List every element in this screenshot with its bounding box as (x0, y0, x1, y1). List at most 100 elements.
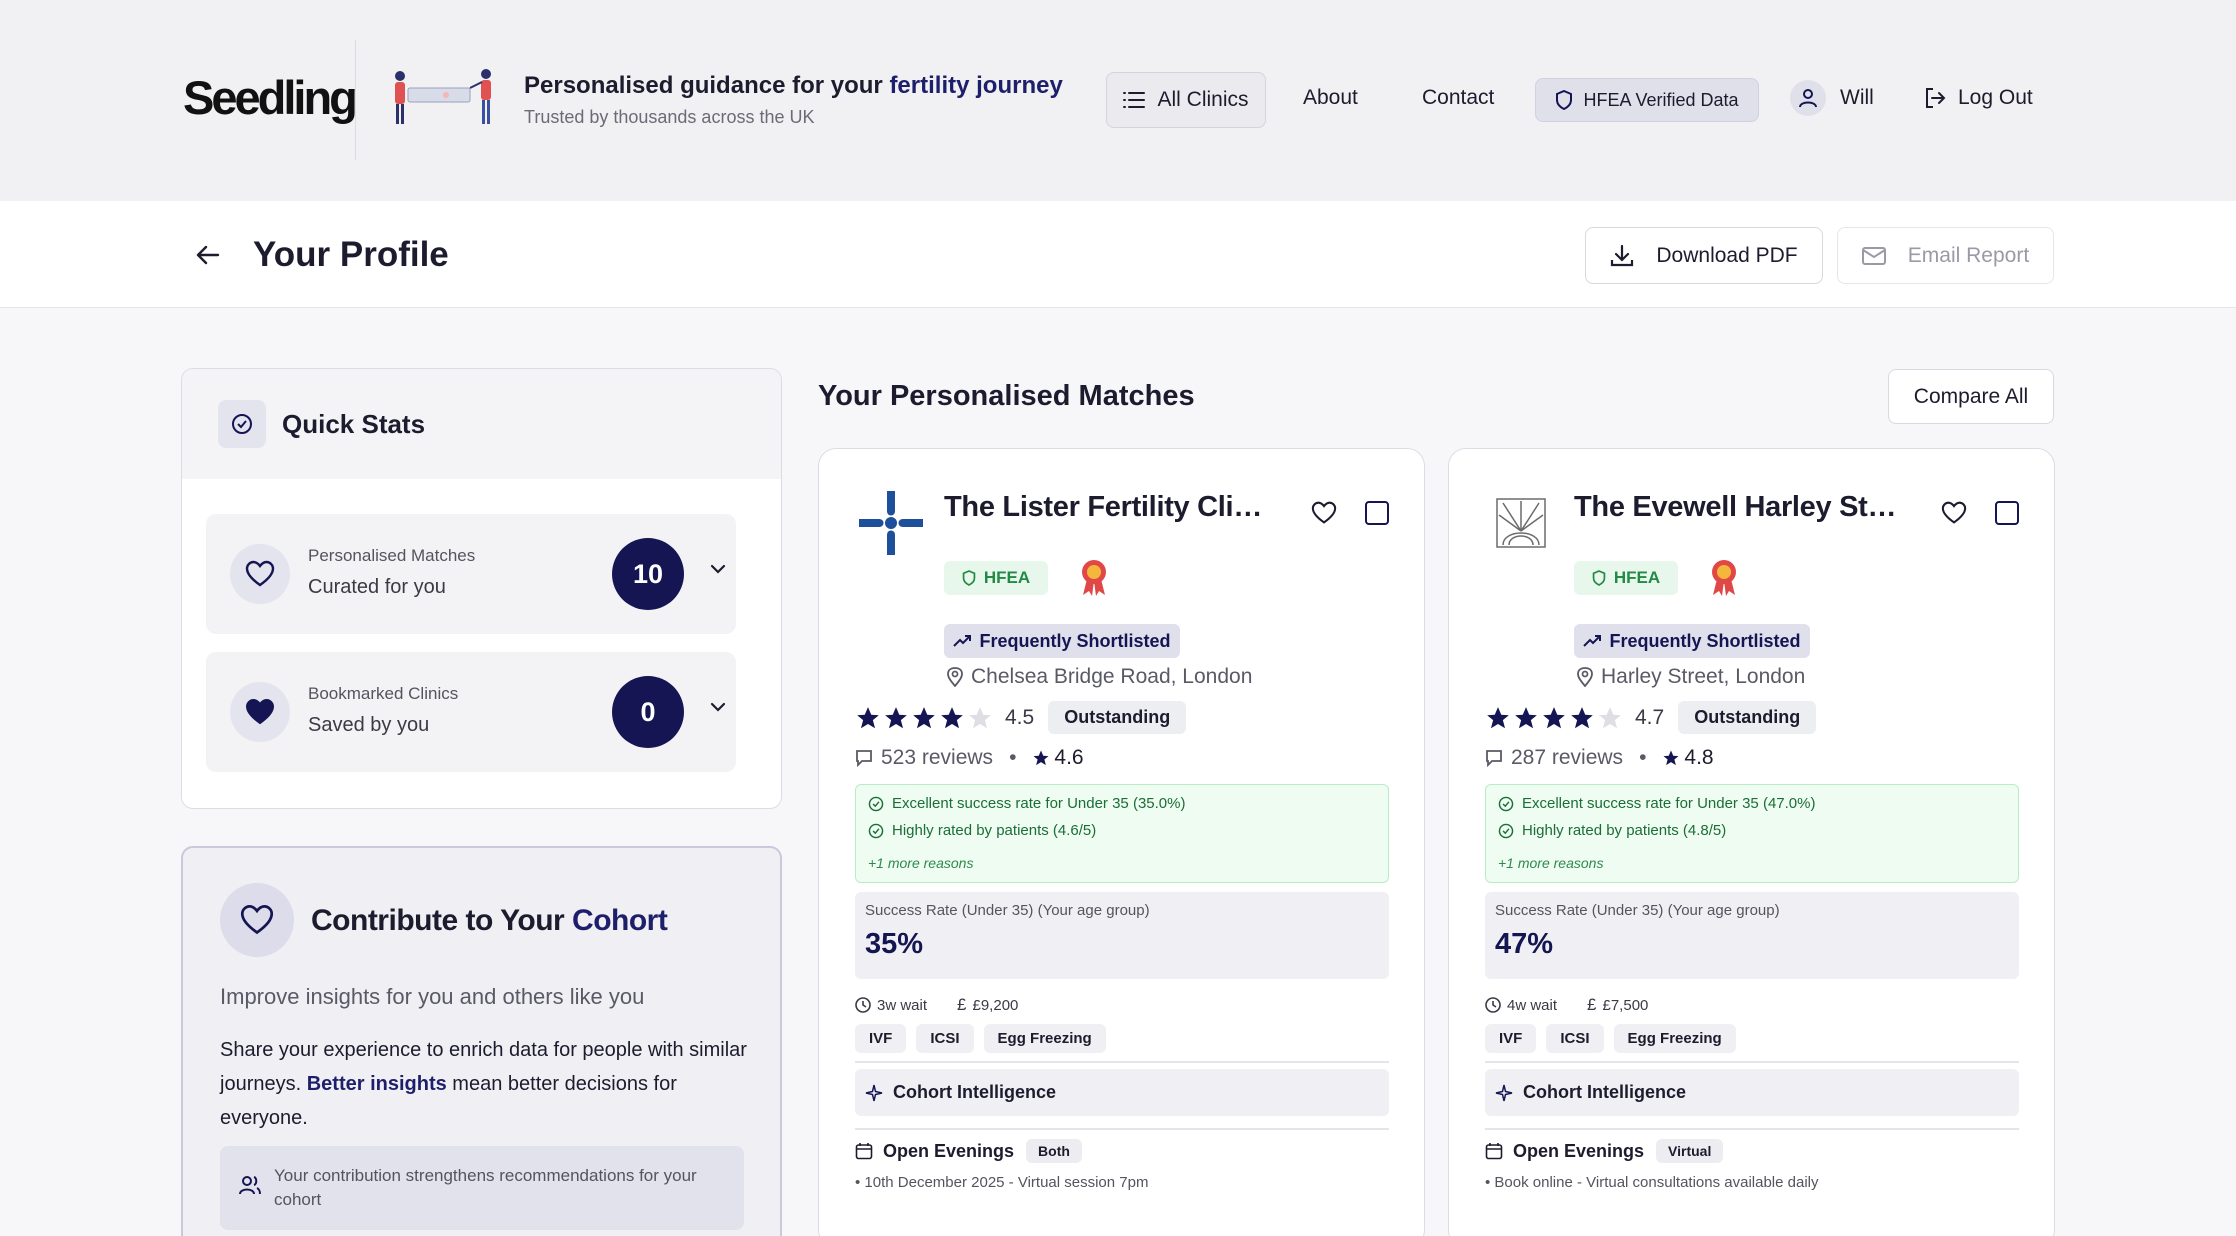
download-pdf-button[interactable]: Download PDF (1585, 227, 1823, 284)
shortlisted-label: Frequently Shortlisted (1609, 630, 1801, 651)
star-filled-icon (857, 706, 879, 728)
about-link[interactable]: About (1303, 86, 1358, 109)
stat-row-matches[interactable]: Personalised Matches Curated for you 10 (206, 514, 736, 634)
success-rate-box: Success Rate (Under 35) (Your age group)… (855, 892, 1389, 979)
chevron-down-icon[interactable] (710, 702, 726, 712)
divider (1485, 1128, 2019, 1130)
clinic-card[interactable]: The Evewell Harley Street HFEA Frequentl… (1448, 448, 2055, 1236)
location-text: Chelsea Bridge Road, London (971, 665, 1253, 688)
users-icon (238, 1174, 262, 1196)
star-rating (855, 705, 993, 731)
open-evenings: Open Evenings Virtual (1485, 1139, 1724, 1163)
divider (855, 1061, 1389, 1063)
seedling-logo[interactable]: Seedling (183, 71, 358, 124)
hfea-badge: HFEA (944, 561, 1048, 595)
compare-checkbox[interactable] (1365, 501, 1389, 525)
cohort-subtitle: Improve insights for you and others like… (220, 984, 645, 1009)
treatment-tags: IVF ICSI Egg Freezing (1485, 1024, 1736, 1053)
cohort-body-text: mean better decisions for everyone. (220, 1073, 677, 1129)
email-report-button[interactable]: Email Report (1837, 227, 2054, 284)
treatment-tags: IVF ICSI Egg Freezing (855, 1024, 1106, 1053)
heart-outline-icon[interactable] (1311, 501, 1337, 525)
shield-icon (962, 570, 976, 586)
rating-label-badge: Outstanding (1678, 701, 1817, 734)
cohort-intelligence-toggle[interactable]: Cohort Intelligence (1485, 1069, 2019, 1116)
calendar-icon (855, 1142, 873, 1160)
tagline-accent: fertility journey (889, 72, 1063, 99)
stat-row-bookmarks[interactable]: Bookmarked Clinics Saved by you 0 (206, 652, 736, 772)
sparkle-icon (1495, 1084, 1513, 1102)
cohort-intelligence-toggle[interactable]: Cohort Intelligence (855, 1069, 1389, 1116)
treatment-tag: ICSI (1546, 1024, 1604, 1053)
review-count[interactable]: 523 reviews (881, 746, 994, 769)
rating-label-badge: Outstanding (1048, 701, 1187, 734)
frequently-shortlisted-badge: Frequently Shortlisted (1574, 624, 1810, 658)
stat-subtitle: Curated for you (308, 576, 446, 598)
clock-icon (1485, 997, 1501, 1013)
reason-text: Excellent success rate for Under 35 (47.… (1522, 795, 1816, 812)
cohort-title: Contribute to Your Cohort (311, 904, 668, 938)
review-score-value: 4.8 (1684, 746, 1714, 769)
trending-up-icon (1583, 635, 1602, 647)
quick-stats-card: Quick Stats Personalised Matches Curated… (181, 368, 782, 809)
heart-outline-icon (220, 883, 294, 957)
all-clinics-button[interactable]: All Clinics (1106, 72, 1266, 128)
tagline-prefix: Personalised guidance for your (524, 72, 890, 99)
clinic-name[interactable]: The Evewell Harley Street (1574, 491, 1904, 523)
treatment-tag: Egg Freezing (1613, 1024, 1736, 1053)
award-ribbon-icon (1077, 557, 1111, 597)
shortlisted-label: Frequently Shortlisted (979, 630, 1171, 651)
star-filled-icon (1571, 706, 1593, 728)
map-pin-icon (1577, 667, 1593, 687)
check-circle-icon (868, 823, 884, 839)
more-reasons-link[interactable]: +1 more reasons (868, 855, 974, 871)
star-filled-icon (885, 706, 907, 728)
rating-value: 4.7 (1635, 705, 1665, 729)
reason-text: Highly rated by patients (4.8/5) (1522, 822, 1727, 839)
check-circle-icon (218, 400, 266, 448)
review-score: 4.8 (1662, 746, 1714, 770)
clock-icon (855, 997, 871, 1013)
check-circle-icon (1498, 823, 1514, 839)
pound-icon: £ (1587, 995, 1597, 1014)
logout-button[interactable]: Log Out (1924, 86, 2033, 110)
review-count[interactable]: 287 reviews (1511, 746, 1624, 769)
couple-illustration-icon (386, 66, 506, 128)
heart-outline-icon (230, 544, 290, 604)
user-menu[interactable]: Will (1790, 80, 1874, 116)
more-reasons-link[interactable]: +1 more reasons (1498, 855, 1604, 871)
match-reasons: Excellent success rate for Under 35 (47.… (1485, 784, 2019, 883)
award-ribbon-icon (1707, 557, 1741, 597)
success-rate-value: 35% (865, 928, 924, 960)
reason-item: Excellent success rate for Under 35 (47.… (1498, 795, 1815, 812)
heart-outline-icon[interactable] (1941, 501, 1967, 525)
compare-checkbox[interactable] (1995, 501, 2019, 525)
hfea-label: HFEA (983, 568, 1031, 587)
contribute-cohort-card: Contribute to Your Cohort Improve insigh… (181, 846, 782, 1236)
star-empty-icon (1599, 706, 1621, 728)
rating-row: 4.5 Outstanding (855, 701, 1187, 734)
user-name: Will (1840, 86, 1874, 109)
hfea-verified-badge[interactable]: HFEA Verified Data (1535, 78, 1759, 122)
star-filled-icon (1487, 706, 1509, 728)
chevron-down-icon[interactable] (710, 564, 726, 574)
open-evening-type-tag: Virtual (1656, 1139, 1724, 1163)
success-rate-label: Success Rate (Under 35) (Your age group) (1495, 902, 1780, 919)
star-icon (1662, 749, 1680, 767)
compare-all-button[interactable]: Compare All (1888, 369, 2054, 424)
frequently-shortlisted-badge: Frequently Shortlisted (944, 624, 1180, 658)
clinic-card[interactable]: The Lister Fertility Clinic HFEA Frequen… (818, 448, 1425, 1236)
reason-item: Excellent success rate for Under 35 (35.… (868, 795, 1185, 812)
header-tagline: Personalised guidance for your fertility… (524, 72, 1063, 100)
back-arrow-icon[interactable] (196, 244, 220, 266)
heart-filled-icon (230, 682, 290, 742)
price: £9,200 (972, 996, 1019, 1014)
hfea-badge: HFEA (1574, 561, 1678, 595)
contact-link[interactable]: Contact (1422, 86, 1495, 109)
open-evenings-label: Open Evenings (883, 1140, 1015, 1161)
clinic-name[interactable]: The Lister Fertility Clinic (944, 491, 1274, 523)
reason-item: Highly rated by patients (4.8/5) (1498, 822, 1726, 839)
treatment-tag: IVF (855, 1024, 907, 1053)
comment-icon (1485, 749, 1503, 767)
clinic-meta: 3w wait £ £9,200 (855, 995, 1018, 1015)
